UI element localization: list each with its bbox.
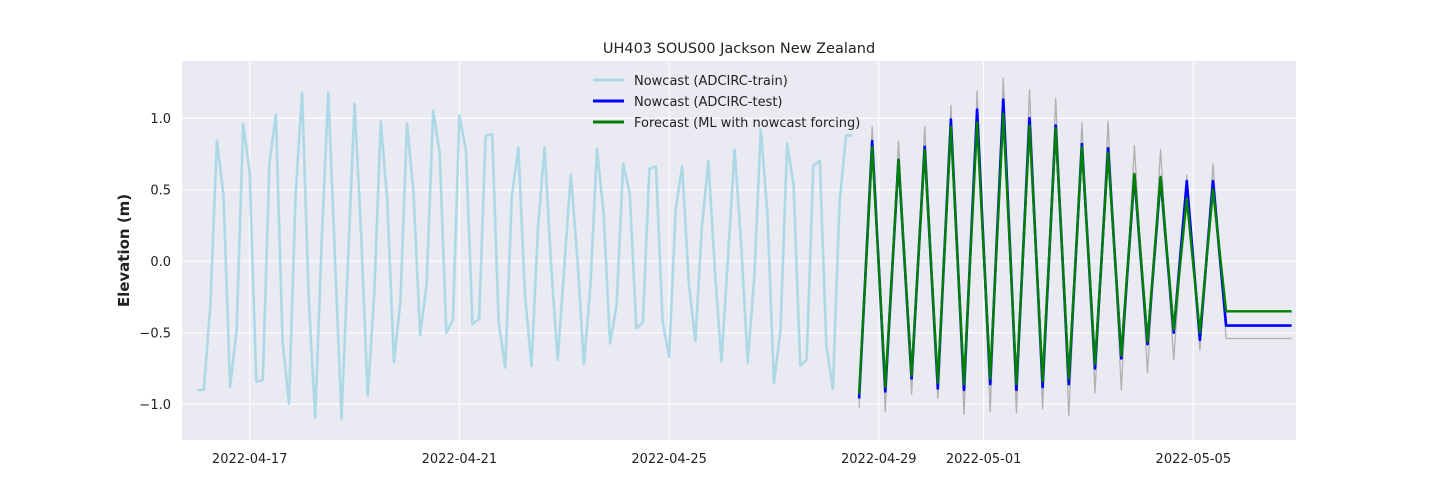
- y-tick-label: 1.0: [150, 112, 171, 127]
- x-tick-label: 2022-04-21: [422, 452, 498, 467]
- y-tick-label: −0.5: [139, 327, 171, 342]
- y-tick-label: 0.0: [150, 255, 171, 270]
- x-tick-label: 2022-04-29: [841, 452, 917, 467]
- y-axis-label: Elevation (m): [115, 194, 133, 307]
- x-tick-label: 2022-05-01: [946, 452, 1022, 467]
- x-tick-label: 2022-05-05: [1156, 452, 1232, 467]
- chart-title: UH403 SOUS00 Jackson New Zealand: [603, 41, 875, 57]
- y-tick-label: −1.0: [139, 398, 171, 413]
- x-tick-label: 2022-04-25: [631, 452, 707, 467]
- forecast-line: [857, 112, 1292, 395]
- legend-label-forecast: Forecast (ML with nowcast forcing): [634, 116, 860, 131]
- train-nowcast-line: [197, 91, 853, 420]
- x-tick-label: 2022-04-17: [212, 452, 288, 467]
- y-tick-label: 0.5: [150, 184, 171, 199]
- legend: Nowcast (ADCIRC-train) Nowcast (ADCIRC-t…: [593, 74, 860, 131]
- legend-label-train: Nowcast (ADCIRC-train): [634, 74, 788, 89]
- axis-ticks: −1.0 −0.5 0.0 0.5 1.0 2022-04-17 2022-04-21 202…: [139, 112, 1231, 467]
- series-lines: [197, 77, 1292, 420]
- legend-label-test: Nowcast (ADCIRC-test): [634, 95, 783, 110]
